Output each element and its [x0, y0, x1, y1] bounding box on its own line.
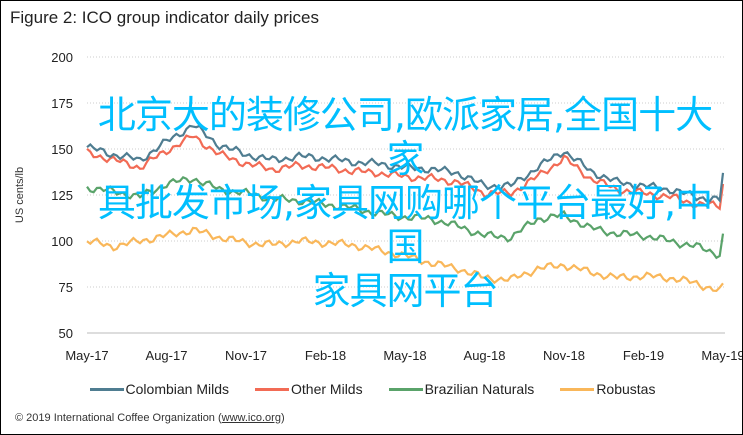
chart-title: Figure 2: ICO group indicator daily pric… — [10, 8, 319, 27]
y-tick-label: 75 — [59, 280, 73, 295]
legend-label: Other Milds — [291, 381, 363, 397]
y-tick-label: 200 — [51, 50, 73, 65]
overlay-line: 具批发市场,家具网购哪个平台最好,中国 — [97, 181, 713, 269]
legend-swatch — [560, 387, 595, 391]
legend-label: Brazilian Naturals — [424, 381, 535, 397]
ico-link[interactable]: www.ico.org — [221, 412, 281, 424]
x-tick-label: Nov-17 — [225, 348, 267, 363]
copyright-footer: © 2019 International Coffee Organization… — [15, 412, 285, 424]
legend-swatch — [388, 387, 423, 391]
series-line-brazilian-naturals — [86, 175, 725, 260]
overlay-line: 家具网平台 — [312, 269, 498, 313]
y-tick-label: 125 — [51, 188, 73, 203]
y-axis-label: US cents/lb — [14, 167, 26, 223]
x-tick-label: May-19 — [701, 348, 743, 363]
legend-item: Robustas — [560, 381, 655, 397]
legend-label: Colombian Milds — [125, 381, 230, 397]
legend-swatch — [89, 387, 124, 391]
overlay-watermark-text: 北京大的装修公司,欧派家居,全国十大家 具批发市场,家具网购哪个平台最好,中国 … — [85, 93, 725, 313]
copyright-close: ) — [280, 412, 285, 424]
x-tick-label: May-18 — [383, 348, 426, 363]
x-tick-label: May-17 — [65, 348, 108, 363]
legend-label: Robustas — [596, 381, 656, 397]
series-line-colombian-milds — [86, 124, 725, 204]
legend: Colombian Milds Other Milds Brazilian Natu… — [1, 381, 742, 397]
x-tick-label: Feb-19 — [623, 348, 664, 363]
x-tick-label: Nov-18 — [543, 348, 585, 363]
legend-item: Brazilian Naturals — [388, 381, 535, 397]
copyright-text: © 2019 International Coffee Organization… — [15, 412, 222, 424]
y-tick-label: 150 — [51, 142, 73, 157]
series-line-robustas — [86, 226, 724, 293]
y-tick-label: 50 — [59, 326, 73, 341]
series-line-other-milds — [86, 134, 725, 211]
legend-swatch — [255, 387, 290, 391]
y-tick-label: 100 — [51, 234, 73, 249]
y-tick-label: 175 — [51, 96, 73, 111]
overlay-line: 北京大的装修公司,欧派家居,全国十大家 — [97, 93, 713, 181]
x-tick-label: Feb-18 — [305, 348, 346, 363]
legend-item: Colombian Milds — [89, 381, 230, 397]
x-tick-label: Aug-18 — [464, 348, 506, 363]
x-tick-label: Aug-17 — [146, 348, 188, 363]
legend-item: Other Milds — [255, 381, 363, 397]
